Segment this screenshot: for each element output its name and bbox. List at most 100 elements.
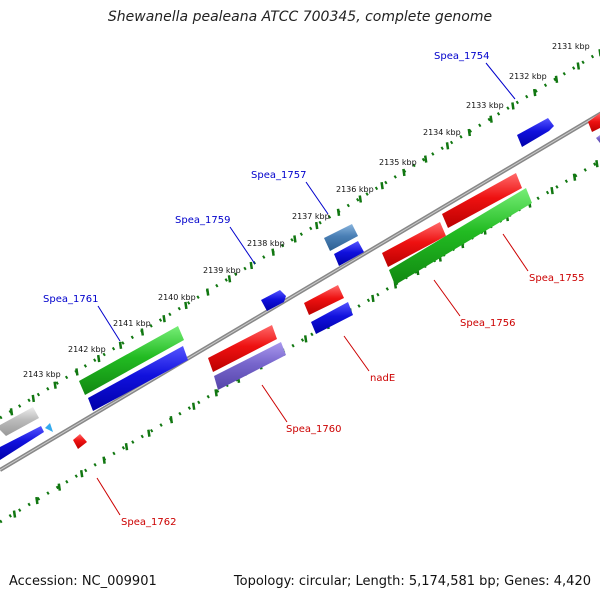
tick-ring-outer <box>0 53 596 420</box>
major-tick <box>53 381 57 389</box>
major-tick <box>205 288 210 296</box>
major-tick <box>96 354 101 363</box>
major-tick <box>102 456 106 464</box>
tick-label: 2142 kbp <box>68 345 106 354</box>
major-tick <box>147 429 151 437</box>
leader-spea-1761 <box>97 305 121 342</box>
major-tick <box>75 368 79 376</box>
major-tick <box>572 173 577 181</box>
gene-purple-edge <box>596 135 600 143</box>
gene-label-spea-1762: Spea_1762 <box>121 517 176 528</box>
leader-spea-1754 <box>485 62 516 100</box>
major-tick <box>184 301 188 310</box>
gene-label-spea-1754: Spea_1754 <box>434 51 489 62</box>
tick-labels: 2131 kbp 2132 kbp 2133 kbp 2134 kbp 2135… <box>23 42 590 379</box>
gene-label-spea-1757: Spea_1757 <box>251 170 306 181</box>
accession-label: Accession: NC_009901 <box>9 574 157 589</box>
gene-red-nade-upper <box>304 285 344 315</box>
major-tick <box>118 341 123 349</box>
major-tick <box>445 142 450 150</box>
gene-label-spea-1756: Spea_1756 <box>460 318 515 329</box>
major-tick <box>550 186 554 195</box>
tick-label: 2143 kbp <box>23 370 61 379</box>
leader-spea-1756 <box>433 279 461 317</box>
major-tick <box>423 155 428 163</box>
tick-ring-inner <box>0 159 600 524</box>
leader-spea-1762 <box>96 477 121 516</box>
major-tick <box>371 294 375 303</box>
major-tick <box>57 483 62 491</box>
major-tick <box>576 62 581 70</box>
major-tick <box>358 195 363 203</box>
gene-label-spea-1761: Spea_1761 <box>43 294 98 305</box>
gene-cyan-small <box>45 423 53 432</box>
major-tick <box>271 248 275 256</box>
label-leaders <box>96 62 529 516</box>
major-tick <box>9 408 14 416</box>
major-tick <box>124 443 129 451</box>
major-tick <box>191 402 196 410</box>
gene-green-1761 <box>79 326 184 395</box>
major-tick <box>140 328 145 336</box>
tick-label: 2136 kbp <box>336 185 374 194</box>
genome-backbone-inner <box>0 113 600 471</box>
major-tick <box>595 159 599 168</box>
leader-spea-1760 <box>261 384 288 423</box>
major-tick <box>12 510 17 518</box>
gene-green-1755 <box>389 188 532 285</box>
major-tick <box>532 88 537 97</box>
gene-labels: Spea_1754 Spea_1757 Spea_1759 Spea_1761 … <box>43 51 584 528</box>
tick-label: 2131 kbp <box>552 42 590 51</box>
major-tick <box>489 115 493 123</box>
genome-summary: Topology: circular; Length: 5,174,581 bp… <box>233 574 591 589</box>
gene-label-spea-1760: Spea_1760 <box>286 424 341 435</box>
major-tick <box>162 315 166 323</box>
gene-red-small <box>73 434 87 449</box>
gene-label-spea-1759: Spea_1759 <box>175 215 230 226</box>
major-tick <box>169 416 174 424</box>
gene-purple-1760 <box>214 342 286 390</box>
tick-label: 2132 kbp <box>509 72 547 81</box>
major-tick <box>554 75 559 83</box>
tick-label: 2141 kbp <box>113 319 151 328</box>
tick-label: 2140 kbp <box>158 293 196 302</box>
gene-blue-nade <box>311 302 353 334</box>
major-tick <box>249 261 254 270</box>
gene-red-edge <box>588 113 600 132</box>
gene-blue-1754 <box>517 118 554 147</box>
major-tick <box>35 496 39 505</box>
gene-blue-arrow-left <box>0 426 44 460</box>
gene-gray-bar <box>0 407 39 436</box>
major-tick <box>214 389 218 397</box>
genome-backbone <box>0 111 600 472</box>
tick-label: 2138 kbp <box>247 239 285 248</box>
major-tick <box>79 469 84 478</box>
major-tick <box>336 208 341 216</box>
major-tick <box>511 102 515 110</box>
tick-label: 2134 kbp <box>423 128 461 137</box>
major-tick <box>380 182 384 190</box>
gene-blue-1761 <box>88 346 188 411</box>
major-tick <box>467 128 472 137</box>
major-tick <box>303 335 308 343</box>
major-ticks <box>9 49 600 518</box>
gene-label-nade: nadE <box>370 373 395 384</box>
major-tick <box>31 394 36 403</box>
map-title: Shewanella pealeana ATCC 700345, complet… <box>107 9 493 25</box>
gene-red-1756 <box>382 222 446 267</box>
gene-red-1760 <box>208 325 277 372</box>
tick-label: 2137 kbp <box>292 212 330 221</box>
major-tick <box>227 275 232 283</box>
leader-nade <box>343 335 370 372</box>
tick-label: 2135 kbp <box>379 158 417 167</box>
gene-blue-1757 <box>334 241 364 266</box>
tick-label: 2133 kbp <box>466 101 504 110</box>
leader-spea-1755 <box>502 233 529 272</box>
tick-label: 2139 kbp <box>203 266 241 275</box>
major-tick <box>402 168 406 177</box>
gene-label-spea-1755: Spea_1755 <box>529 273 584 284</box>
gene-steel-1757 <box>324 224 358 251</box>
leader-spea-1757 <box>305 181 329 215</box>
leader-spea-1759 <box>229 226 256 265</box>
